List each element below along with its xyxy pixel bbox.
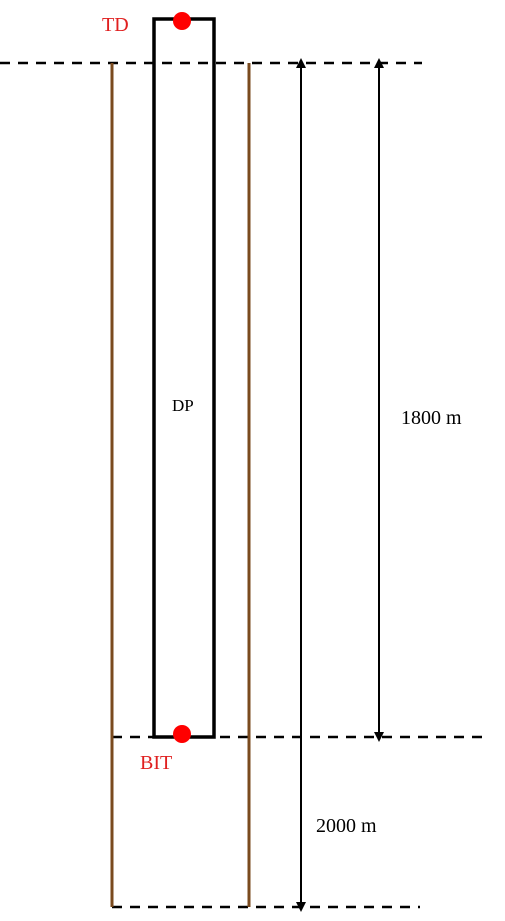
bit-label: BIT (140, 752, 172, 774)
bit-marker (173, 725, 191, 743)
drill-pipe-label: DP (172, 396, 194, 415)
drill-pipe (152, 17, 216, 739)
top-drive-marker (173, 12, 191, 30)
pipe-length-label: 1800 m (401, 407, 462, 429)
hole-depth-label: 2000 m (316, 815, 377, 837)
top-drive-label: TD (102, 14, 129, 36)
